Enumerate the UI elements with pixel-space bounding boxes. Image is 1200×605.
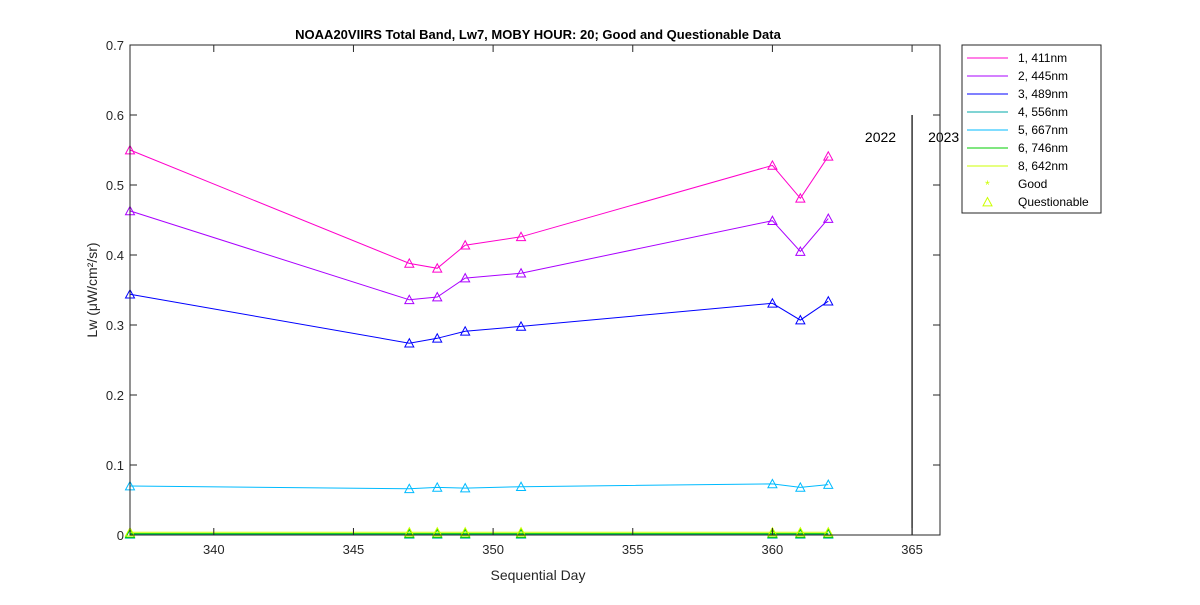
data-point [795,528,806,538]
legend-label: 4, 556nm [1018,105,1068,119]
data-point [515,267,527,278]
data-point [459,239,471,250]
data-point [822,150,834,161]
data-point [822,479,834,489]
legend-label-good: Good [1018,177,1047,191]
data-point [403,526,415,537]
data-point [459,482,471,493]
data-point [795,245,806,256]
data-point [515,528,527,538]
questionable-marker-icon [982,196,993,207]
y-tick-label: 0.7 [106,38,124,53]
y-tick-label: 0.1 [106,458,124,473]
legend-label: 5, 667nm [1018,123,1068,137]
data-point [515,231,527,242]
data-point [403,257,415,268]
y-axis-label: Lw (μW/cm²/sr) [84,242,100,337]
year-label-left: 2022 [865,129,896,145]
y-tick-label: 0.4 [106,248,124,263]
data-point [795,192,806,203]
y-tick-label: 0.3 [106,318,124,333]
legend-box [961,44,1102,214]
data-point [767,526,778,537]
data-point [459,272,471,283]
y-tick-label: 0.5 [106,178,124,193]
data-point [822,528,834,538]
x-axis-label: Sequential Day [491,567,586,583]
series-line-5 [129,483,829,490]
legend: 1, 411nm 2, 445nm 3, 489nm 4, 556nm 5, 667nm… [961,44,1102,214]
x-tick-label: 365 [901,542,923,557]
data-point [459,325,471,336]
y-tick-label: 0.6 [106,108,124,123]
legend-label: 8, 642nm [1018,159,1068,173]
data-point [822,295,834,306]
data-point [124,528,136,538]
data-point [822,526,834,537]
data-point [431,332,443,343]
data-point [403,483,415,494]
legend-label-questionable: Questionable [1018,195,1089,209]
data-point [431,481,443,492]
legend-label: 3, 489nm [1018,87,1068,101]
series-line-3 [129,293,829,344]
x-tick-label: 345 [343,542,365,557]
data-point [767,159,778,170]
y-tick-label: 0 [117,528,124,543]
data-point [403,294,415,305]
x-tick-label: 355 [622,542,644,557]
chart-title: NOAA20VIIRS Total Band, Lw7, MOBY HOUR: … [295,27,781,42]
data-point [822,213,834,223]
series-line-1 [129,149,829,269]
y-tick-label: 0.2 [106,388,124,403]
data-point [515,481,527,492]
data-point [795,314,806,325]
data-point [459,526,471,537]
data-point [459,528,471,538]
data-point [767,478,778,489]
series-line-2 [129,210,829,301]
data-point [431,291,443,302]
data-point [403,337,415,348]
legend-label: 2, 445nm [1018,69,1068,83]
data-point [767,215,778,226]
data-point [431,528,443,538]
x-tick-label: 340 [203,542,225,557]
data-point [515,526,527,537]
x-tick-label: 360 [762,542,784,557]
data-point [431,526,443,537]
data-point [515,320,527,331]
data-point [795,526,806,537]
data-point [767,528,778,538]
legend-label: 6, 746nm [1018,141,1068,155]
good-marker-icon: * [985,178,990,192]
data-point [431,262,443,273]
plot-axes-box [129,44,941,536]
legend-label: 1, 411nm [1018,51,1067,65]
year-label-right: 2023 [928,129,959,145]
data-point [403,528,415,538]
x-tick-label: 350 [482,542,504,557]
data-point [124,526,136,537]
data-point [767,297,778,308]
data-point [795,481,806,492]
